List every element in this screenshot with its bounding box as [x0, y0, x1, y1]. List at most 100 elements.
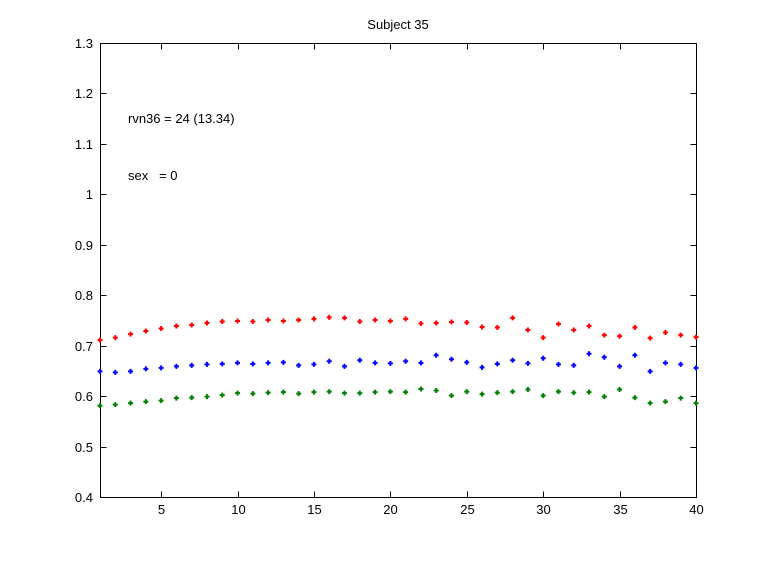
data-point — [678, 332, 684, 338]
data-point — [448, 356, 454, 362]
data-point — [555, 361, 561, 367]
data-point — [158, 365, 164, 371]
x-tick-label: 30 — [536, 502, 550, 517]
data-point — [418, 360, 424, 366]
data-point — [601, 354, 607, 360]
data-point — [632, 325, 638, 331]
data-point — [586, 323, 592, 329]
data-point — [97, 337, 103, 343]
data-point — [250, 391, 256, 397]
data-point — [357, 390, 363, 396]
data-point — [418, 320, 424, 326]
data-point — [280, 318, 286, 324]
data-point — [235, 360, 241, 366]
data-point — [510, 357, 516, 363]
data-point — [555, 389, 561, 395]
data-point — [479, 364, 485, 370]
data-point — [571, 390, 577, 396]
data-point — [311, 316, 317, 322]
data-point — [693, 334, 699, 340]
y-tick-label: 1.2 — [75, 86, 93, 101]
x-tick-label: 10 — [231, 502, 245, 517]
data-point — [693, 400, 699, 406]
data-point — [617, 387, 623, 393]
data-point — [571, 327, 577, 333]
data-point — [479, 324, 485, 330]
data-point — [494, 390, 500, 396]
data-point — [173, 323, 179, 329]
data-point — [525, 360, 531, 366]
green-series — [97, 386, 699, 409]
data-point — [647, 368, 653, 374]
x-tick-label: 25 — [460, 502, 474, 517]
data-point — [510, 389, 516, 395]
y-tick-label: 1.3 — [75, 36, 93, 51]
data-point — [204, 394, 210, 400]
data-point — [479, 391, 485, 397]
x-tick-label: 15 — [307, 502, 321, 517]
data-point — [387, 389, 393, 395]
red-series — [97, 314, 699, 343]
data-point — [418, 386, 424, 392]
data-point — [280, 359, 286, 365]
blue-series — [97, 351, 699, 375]
data-point — [601, 332, 607, 338]
data-point — [204, 320, 210, 326]
data-point — [433, 388, 439, 394]
data-point — [678, 361, 684, 367]
x-tick-label: 5 — [158, 502, 165, 517]
data-point — [128, 400, 134, 406]
data-point — [112, 335, 118, 341]
data-point — [372, 317, 378, 323]
data-point — [265, 390, 271, 396]
data-point — [143, 399, 149, 405]
x-tick-label: 35 — [613, 502, 627, 517]
data-point — [143, 328, 149, 334]
data-point — [311, 361, 317, 367]
data-point — [647, 335, 653, 341]
data-point — [326, 389, 332, 395]
data-point — [372, 389, 378, 395]
data-point — [296, 391, 302, 397]
data-point — [173, 363, 179, 369]
data-point — [326, 314, 332, 320]
data-point — [250, 318, 256, 324]
data-point — [219, 392, 225, 398]
data-point — [112, 369, 118, 375]
data-point — [632, 352, 638, 358]
data-point — [464, 359, 470, 365]
y-tick-label: 1 — [86, 187, 93, 202]
data-point — [571, 362, 577, 368]
data-point — [662, 330, 668, 336]
data-point — [693, 365, 699, 371]
data-point — [662, 360, 668, 366]
annotation-line-sex: sex = 0 — [128, 168, 178, 183]
data-point — [494, 325, 500, 331]
y-tick-label: 0.7 — [75, 339, 93, 354]
data-point — [403, 316, 409, 322]
data-point — [586, 351, 592, 357]
y-tick-label: 0.9 — [75, 238, 93, 253]
data-point — [112, 402, 118, 408]
y-tick-label: 0.5 — [75, 440, 93, 455]
data-point — [403, 358, 409, 364]
y-tick-label: 0.6 — [75, 389, 93, 404]
data-point — [464, 319, 470, 325]
data-point — [265, 317, 271, 323]
data-point — [357, 357, 363, 363]
data-point — [158, 398, 164, 404]
data-point — [617, 363, 623, 369]
data-point — [678, 395, 684, 401]
data-point — [219, 318, 225, 324]
data-point — [296, 362, 302, 368]
plot-frame — [100, 43, 697, 498]
data-point — [357, 318, 363, 324]
data-point — [540, 335, 546, 341]
data-point — [97, 368, 103, 374]
data-point — [433, 320, 439, 326]
data-point — [586, 389, 592, 395]
data-point — [235, 318, 241, 324]
data-point — [342, 315, 348, 321]
data-point — [540, 355, 546, 361]
